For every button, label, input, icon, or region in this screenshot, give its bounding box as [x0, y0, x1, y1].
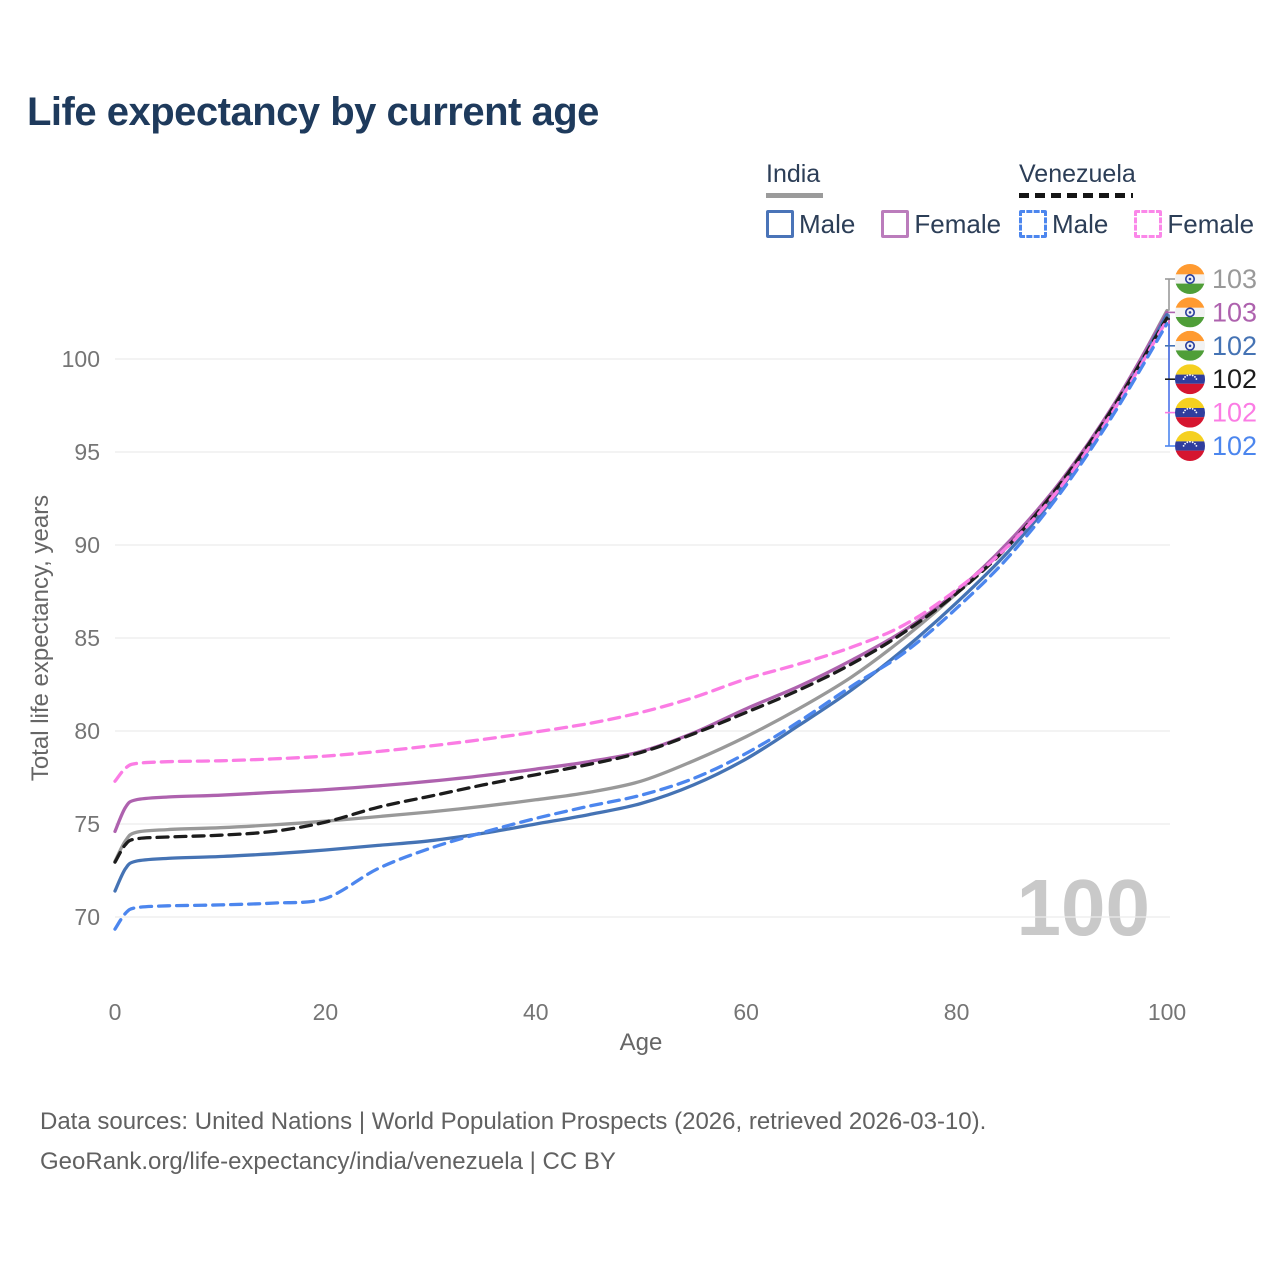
data-sources-line: Data sources: United Nations | World Pop… [40, 1108, 987, 1135]
x-tick-label: 40 [523, 999, 549, 1025]
x-tick-label: 0 [109, 999, 122, 1025]
x-tick-label: 100 [1148, 999, 1186, 1025]
end-value-label-venezuela: 102 [1212, 364, 1257, 394]
legend-india-line-sample [766, 192, 823, 198]
legend-country-label: Venezuela [1019, 160, 1136, 188]
y-tick-label: 100 [62, 346, 100, 372]
series-line-india [113, 308, 1169, 863]
india-female-swatch [881, 210, 910, 238]
legend-item-label: Female [914, 208, 1002, 239]
y-tick-label: 80 [74, 718, 100, 744]
x-tick-label: 20 [313, 999, 339, 1025]
end-value-label-venezuela-female: 102 [1212, 398, 1257, 428]
y-tick-label: 75 [74, 811, 100, 837]
legend-country-label: India [766, 160, 821, 188]
india-flag-icon [1175, 330, 1205, 361]
end-value-label-india-female: 103 [1212, 297, 1257, 327]
venezuela-flag-icon [1175, 397, 1205, 428]
legend-item-label: Male [1052, 208, 1109, 239]
series-line-india-male [113, 312, 1169, 893]
series-line-venezuela-female [113, 318, 1169, 783]
y-axis-title: Total life expectancy, years [27, 495, 54, 781]
venezuela-flag-icon [1175, 364, 1205, 395]
page-title: Life expectancy by current age [27, 90, 599, 134]
legend-venezuela-line-sample [1019, 192, 1133, 198]
india-male-swatch [766, 210, 794, 238]
legend-group-india: India Male Female [766, 160, 1027, 240]
attribution-line: GeoRank.org/life-expectancy/india/venezu… [40, 1148, 616, 1175]
series-line-venezuela-male [113, 322, 1169, 931]
india-flag-icon [1175, 297, 1205, 328]
y-tick-label: 90 [74, 532, 100, 558]
x-tick-label: 80 [944, 999, 970, 1025]
venezuela-male-swatch [1019, 210, 1047, 238]
end-value-label-india: 103 [1212, 264, 1257, 294]
venezuela-female-swatch [1134, 210, 1163, 238]
x-tick-label: 60 [733, 999, 759, 1025]
end-value-label-india-male: 102 [1212, 331, 1257, 361]
legend-group-venezuela: Venezuela Male Female [1019, 160, 1280, 240]
age-counter-watermark: 100 [1016, 863, 1150, 952]
y-tick-label: 85 [74, 625, 100, 651]
x-axis-title: Age [620, 1029, 663, 1056]
y-tick-label: 70 [74, 904, 100, 930]
legend-item-venezuela-male: Male [1019, 209, 1108, 240]
y-tick-label: 95 [74, 439, 100, 465]
india-flag-icon [1175, 264, 1205, 294]
legend-item-india-female: Female [881, 209, 1001, 240]
series-line-india-female [113, 310, 1169, 834]
legend-item-india-male: Male [766, 209, 855, 240]
legend-item-label: Male [799, 208, 856, 239]
venezuela-flag-icon [1175, 431, 1205, 461]
end-value-label-venezuela-male: 102 [1212, 431, 1257, 461]
legend-item-venezuela-female: Female [1134, 209, 1254, 240]
legend-item-label: Female [1167, 208, 1255, 239]
